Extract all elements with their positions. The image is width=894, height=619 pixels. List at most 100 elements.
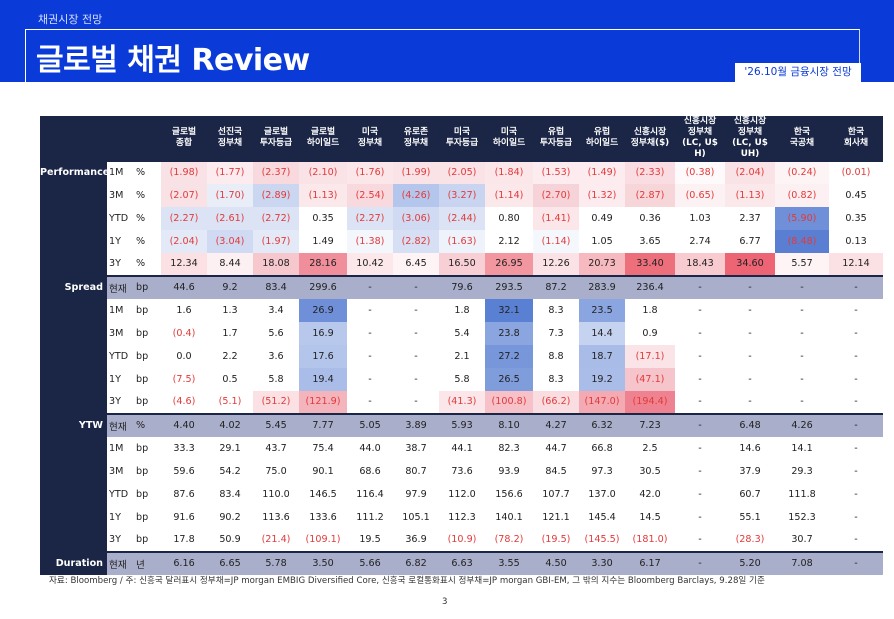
data-cell: (28.3) (735, 534, 765, 546)
period-label: 1Y (109, 373, 121, 385)
table-row: Spread 현재 bp 44.6 9.2 83.4 299.6- -79.6 293.5 87.… (40, 274, 883, 414)
period-label: 1M (109, 442, 124, 454)
data-cell: (147.0) (579, 390, 625, 414)
data-cell: 283.9 (579, 274, 625, 299)
data-cell: 110.0 (262, 488, 290, 500)
data-cell: - (829, 390, 883, 414)
data-cell: (2.27) (161, 206, 207, 230)
data-cell: (2.37) (253, 159, 299, 184)
unit-label: bp (134, 274, 161, 299)
data-cell: 59.6 (173, 465, 195, 477)
column-header: 유럽 투자등급 (533, 116, 579, 161)
data-cell: - (854, 442, 858, 454)
data-cell: (78.2) (494, 534, 524, 546)
data-cell: (19.5) (541, 534, 571, 546)
data-cell: 73.6 (451, 465, 473, 477)
data-cell: - (854, 511, 858, 523)
data-cell: 5.93 (439, 412, 485, 437)
data-cell: (2.61) (207, 206, 253, 230)
data-cell: (51.2) (253, 390, 299, 414)
date-badge: '26.10월 금융시장 전망 (735, 63, 861, 82)
data-cell: 84.5 (545, 465, 567, 477)
table-header-corner (40, 116, 161, 161)
table-row: YTD% (2.27) (2.61) (2.72) 0.35 (2.27) (3.06) (2… (40, 206, 883, 230)
data-cell: (1.13) (725, 183, 775, 207)
data-cell: (0.24) (775, 159, 829, 184)
data-cell: 140.1 (495, 511, 523, 523)
data-cell: 8.10 (485, 412, 533, 437)
data-cell: 14.1 (791, 442, 813, 454)
data-cell: (1.14) (533, 229, 579, 253)
data-cell: 121.1 (542, 511, 570, 523)
data-cell: 7.08 (775, 550, 829, 575)
data-cell: 3.55 (485, 550, 533, 575)
data-cell: - (829, 274, 883, 299)
data-cell: 5.8 (439, 367, 485, 391)
table-row: 3Y bp (4.6) (5.1) (51.2) (121.9) - - (41.3) (100.… (40, 390, 883, 414)
column-header: 신흥시장 정부채 (LC, U$ H) (675, 116, 725, 161)
data-cell: - (829, 367, 883, 391)
data-cell: 18.7 (579, 344, 625, 368)
data-cell: 7.77 (299, 412, 347, 437)
group-label: Spread (40, 274, 107, 414)
data-cell: 26.9 (299, 298, 347, 322)
table-row: 1M bp 1.6 1.3 3.4 26.9- -1.8 32.1 8.3 23.5 1.8- - - - (40, 298, 883, 322)
unit-label: bp (136, 488, 149, 500)
data-cell: 44.6 (161, 274, 207, 299)
data-cell: - (393, 321, 439, 345)
data-cell: 4.40 (161, 412, 207, 437)
data-cell: 5.8 (253, 367, 299, 391)
data-cell: - (698, 465, 702, 477)
column-header: 미국 정부채 (347, 116, 393, 161)
data-cell: 6.32 (579, 412, 625, 437)
data-cell: (1.41) (533, 206, 579, 230)
table-row: 1M bp 33.3 29.1 43.7 75.4 44.0 38.7 44.1 82.3 44.7… (40, 437, 883, 460)
group-label: Performance (40, 159, 109, 276)
data-cell: 8.3 (533, 367, 579, 391)
column-header: 글로벌 하이일드 (299, 116, 347, 161)
data-cell: - (854, 465, 858, 477)
data-cell: 6.63 (439, 550, 485, 575)
data-cell: - (347, 298, 393, 322)
data-cell: 8.44 (207, 252, 253, 276)
data-cell: - (347, 321, 393, 345)
data-cell: 0.9 (625, 321, 675, 345)
column-header: 미국 하이일드 (485, 116, 533, 161)
data-cell: 8.8 (533, 344, 579, 368)
column-header: 신흥시장 정부채 (LC, U$ UH) (725, 116, 775, 161)
data-cell: 27.2 (485, 344, 533, 368)
data-cell: 26.95 (485, 252, 533, 276)
period-label: 현재 (107, 412, 134, 437)
data-cell: 5.45 (253, 412, 299, 437)
data-cell: 14.5 (639, 511, 661, 523)
data-cell: (2.89) (253, 183, 299, 207)
unit-label: bp (136, 304, 149, 316)
data-cell: (0.4) (161, 321, 207, 345)
table-row: 3M% (2.07) (1.70) (2.89) (1.13) (2.54) (4.26)(… (40, 183, 883, 207)
data-cell: (3.04) (207, 229, 253, 253)
data-cell: (21.4) (261, 534, 291, 546)
data-cell: 6.45 (393, 252, 439, 276)
data-cell: 1.8 (625, 298, 675, 322)
data-cell: 152.3 (788, 511, 816, 523)
data-cell: - (698, 511, 702, 523)
data-cell: (0.65) (675, 183, 725, 207)
data-cell: 90.2 (219, 511, 241, 523)
table-row: YTD bp 0.0 2.2 3.6 17.6- -2.1 27.2 8.8 18.7 (17.1)… (40, 344, 883, 368)
unit-label: % (134, 159, 161, 184)
data-cell: (2.33) (625, 159, 675, 184)
data-cell: 3.30 (579, 550, 625, 575)
data-cell: 91.6 (173, 511, 195, 523)
data-cell: (1.14) (485, 183, 533, 207)
data-cell: - (393, 367, 439, 391)
data-cell: 8.3 (533, 298, 579, 322)
data-cell: 37.9 (739, 465, 761, 477)
data-cell: 1.7 (207, 321, 253, 345)
data-cell: 137.0 (588, 488, 616, 500)
data-cell: - (775, 344, 829, 368)
column-header: 유럽 하이일드 (579, 116, 625, 161)
data-cell: - (393, 274, 439, 299)
data-cell: 44.7 (545, 442, 567, 454)
data-cell: - (725, 298, 775, 322)
data-cell: 299.6 (299, 274, 347, 299)
